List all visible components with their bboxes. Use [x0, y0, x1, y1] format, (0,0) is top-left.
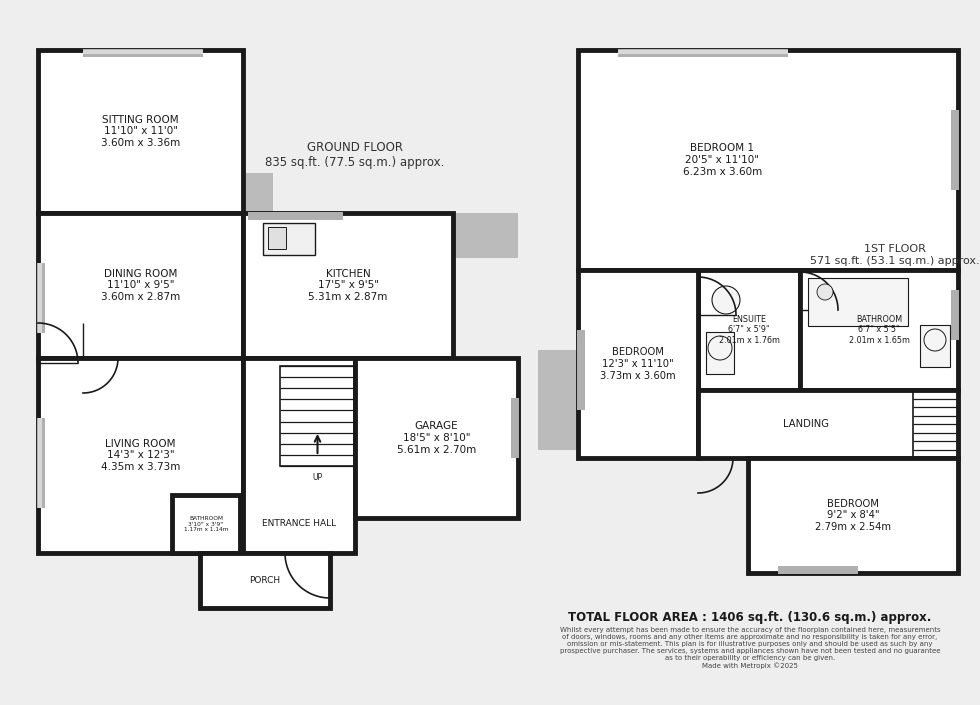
Bar — [243, 213, 453, 358]
Bar — [172, 495, 240, 553]
Bar — [698, 270, 800, 390]
Bar — [83, 49, 203, 57]
Bar — [808, 278, 908, 326]
Bar — [698, 390, 958, 458]
Text: KITCHEN
17'5" x 9'5"
5.31m x 2.87m: KITCHEN 17'5" x 9'5" 5.31m x 2.87m — [309, 269, 388, 302]
Bar — [511, 398, 519, 458]
Text: LANDING: LANDING — [782, 419, 828, 429]
Text: BATHROOM
6'7" x 5'5"
2.01m x 1.65m: BATHROOM 6'7" x 5'5" 2.01m x 1.65m — [849, 315, 909, 345]
Text: TOTAL FLOOR AREA : 1406 sq.ft. (130.6 sq.m.) approx.: TOTAL FLOOR AREA : 1406 sq.ft. (130.6 sq… — [568, 611, 932, 625]
Bar — [243, 173, 273, 218]
Bar — [618, 49, 788, 57]
Text: DINING ROOM
11'10" x 9'5"
3.60m x 2.87m: DINING ROOM 11'10" x 9'5" 3.60m x 2.87m — [101, 269, 180, 302]
Text: PORCH: PORCH — [250, 576, 280, 585]
Text: GROUND FLOOR
835 sq.ft. (77.5 sq.m.) approx.: GROUND FLOOR 835 sq.ft. (77.5 sq.m.) app… — [266, 141, 445, 169]
Circle shape — [708, 336, 732, 360]
Bar — [38, 418, 42, 508]
Bar — [248, 212, 343, 220]
Bar — [38, 263, 42, 333]
Bar — [920, 325, 950, 367]
Bar — [355, 358, 518, 518]
Bar — [268, 227, 286, 249]
Bar — [778, 566, 858, 574]
Bar — [280, 366, 355, 466]
Bar — [38, 50, 243, 213]
Bar — [578, 50, 958, 270]
Bar — [951, 290, 959, 340]
Bar — [951, 110, 959, 190]
Text: ENTRANCE HALL: ENTRANCE HALL — [262, 518, 336, 527]
Text: GARAGE
18'5" x 8'10"
5.61m x 2.70m: GARAGE 18'5" x 8'10" 5.61m x 2.70m — [397, 422, 476, 455]
Text: 1ST FLOOR
571 sq.ft. (53.1 sq.m.) approx.: 1ST FLOOR 571 sq.ft. (53.1 sq.m.) approx… — [810, 244, 980, 266]
Bar — [453, 213, 518, 258]
Text: ENSUITE
6'7" x 5'9"
2.01m x 1.76m: ENSUITE 6'7" x 5'9" 2.01m x 1.76m — [718, 315, 779, 345]
Text: UP: UP — [313, 474, 322, 482]
Bar — [37, 418, 45, 508]
Circle shape — [924, 329, 946, 351]
Bar — [38, 213, 243, 358]
Bar — [577, 330, 585, 410]
Text: LIVING ROOM
14'3" x 12'3"
4.35m x 3.73m: LIVING ROOM 14'3" x 12'3" 4.35m x 3.73m — [101, 439, 180, 472]
Text: SITTING ROOM
11'10" x 11'0"
3.60m x 3.36m: SITTING ROOM 11'10" x 11'0" 3.60m x 3.36… — [101, 115, 180, 148]
Bar — [618, 50, 788, 54]
Bar — [37, 263, 45, 333]
Bar — [243, 358, 355, 553]
Text: Whilst every attempt has been made to ensure the accuracy of the floorplan conta: Whilst every attempt has been made to en… — [560, 627, 941, 669]
Bar — [38, 358, 243, 553]
Text: BEDROOM 1
20'5" x 11'10"
6.23m x 3.60m: BEDROOM 1 20'5" x 11'10" 6.23m x 3.60m — [683, 143, 762, 176]
Bar — [200, 553, 330, 608]
Bar — [578, 270, 698, 458]
Circle shape — [712, 286, 740, 314]
Bar — [263, 223, 315, 255]
Bar — [913, 390, 958, 458]
Text: BATHROOM
3'10" x 3'9"
1.17m x 1.14m: BATHROOM 3'10" x 3'9" 1.17m x 1.14m — [184, 515, 228, 532]
Bar — [706, 332, 734, 374]
Text: BEDROOM
12'3" x 11'10"
3.73m x 3.60m: BEDROOM 12'3" x 11'10" 3.73m x 3.60m — [600, 348, 676, 381]
Circle shape — [817, 284, 833, 300]
Bar — [83, 50, 203, 54]
Bar — [538, 350, 583, 450]
Text: BEDROOM
9'2" x 8'4"
2.79m x 2.54m: BEDROOM 9'2" x 8'4" 2.79m x 2.54m — [815, 499, 891, 532]
Bar — [800, 270, 958, 390]
Bar — [748, 458, 958, 573]
